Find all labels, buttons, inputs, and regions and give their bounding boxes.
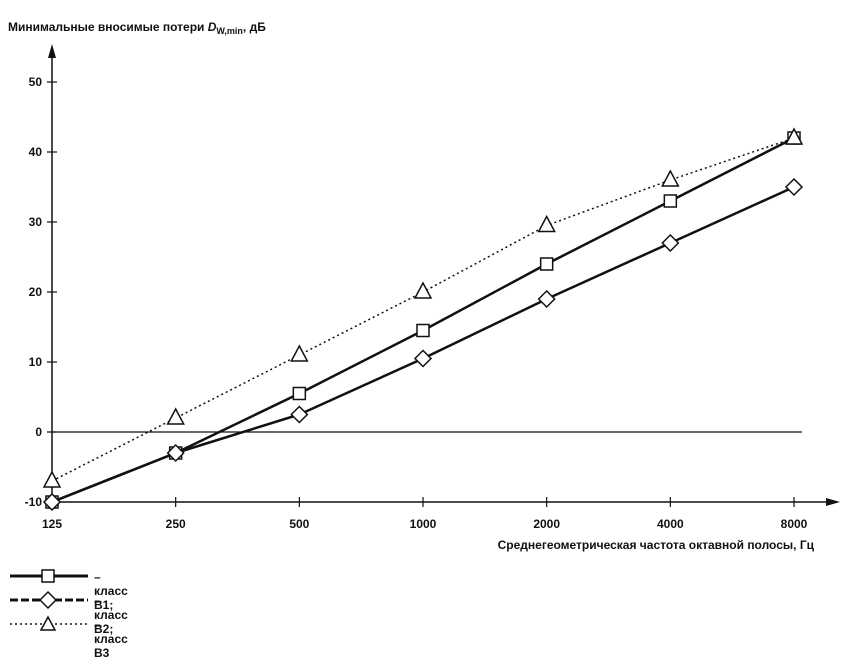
legend-label-b1: – класс В1; bbox=[94, 570, 128, 612]
x-tick-label: 8000 bbox=[781, 517, 808, 531]
y-axis-label-text: Минимальные вносимые потери bbox=[8, 20, 208, 34]
y-tick-label: 10 bbox=[29, 355, 43, 369]
x-axis-label: Среднегеометрическая частота октавной по… bbox=[497, 538, 814, 552]
y-axis-unit: , дБ bbox=[242, 20, 266, 34]
series-line-1 bbox=[51, 136, 795, 504]
x-axis-arrow bbox=[826, 498, 840, 506]
point-b2 bbox=[42, 492, 62, 512]
y-axis-subscript: W,min bbox=[216, 26, 243, 36]
point-b3 bbox=[784, 127, 804, 145]
point-b2 bbox=[537, 289, 556, 309]
y-tick-label: 20 bbox=[29, 285, 43, 299]
point-b3 bbox=[537, 214, 556, 233]
point-b3 bbox=[42, 470, 62, 488]
point-b2 bbox=[166, 443, 185, 463]
legend-label-b2: – класс В2; bbox=[94, 594, 128, 636]
point-b1 bbox=[663, 194, 678, 208]
legend-swatch-b2 bbox=[10, 590, 88, 610]
y-tick-label: -10 bbox=[25, 495, 43, 509]
y-axis-symbol: D bbox=[207, 20, 217, 34]
point-b2 bbox=[290, 405, 309, 424]
x-tick-label: 250 bbox=[166, 517, 186, 531]
point-b3 bbox=[290, 344, 309, 362]
point-b1 bbox=[539, 257, 554, 271]
point-b2 bbox=[661, 233, 680, 253]
legend-label-b3: – класс В3 bbox=[94, 618, 128, 660]
point-b2 bbox=[784, 177, 804, 197]
y-tick-label: 0 bbox=[35, 425, 42, 439]
point-b1 bbox=[416, 323, 430, 338]
x-tick-label: 500 bbox=[289, 517, 309, 531]
y-tick-label: 30 bbox=[29, 215, 43, 229]
point-b1 bbox=[292, 386, 307, 401]
y-tick-label: 40 bbox=[29, 145, 43, 159]
chart-plot: -10 0 10 20 30 40 50 125 250 500 1000 2000 4000 8000 bbox=[25, 44, 840, 531]
series-line-2 bbox=[51, 185, 795, 504]
legend-swatch-b3 bbox=[10, 615, 88, 631]
legend-swatch-b1 bbox=[10, 569, 88, 583]
x-tick-label: 1000 bbox=[410, 517, 437, 531]
y-tick-label: 50 bbox=[29, 75, 43, 89]
series-line-3 bbox=[51, 137, 795, 482]
point-b3 bbox=[166, 407, 185, 425]
point-b3 bbox=[413, 281, 433, 299]
point-b3 bbox=[661, 169, 680, 187]
x-tick-label: 125 bbox=[42, 517, 62, 531]
y-axis-label: Минимальные вносимые потери DW,min, дБ bbox=[8, 20, 266, 36]
point-b2 bbox=[413, 349, 433, 368]
x-tick-label: 4000 bbox=[657, 517, 684, 531]
x-tick-label: 2000 bbox=[533, 517, 560, 531]
y-axis-arrow bbox=[48, 44, 56, 58]
